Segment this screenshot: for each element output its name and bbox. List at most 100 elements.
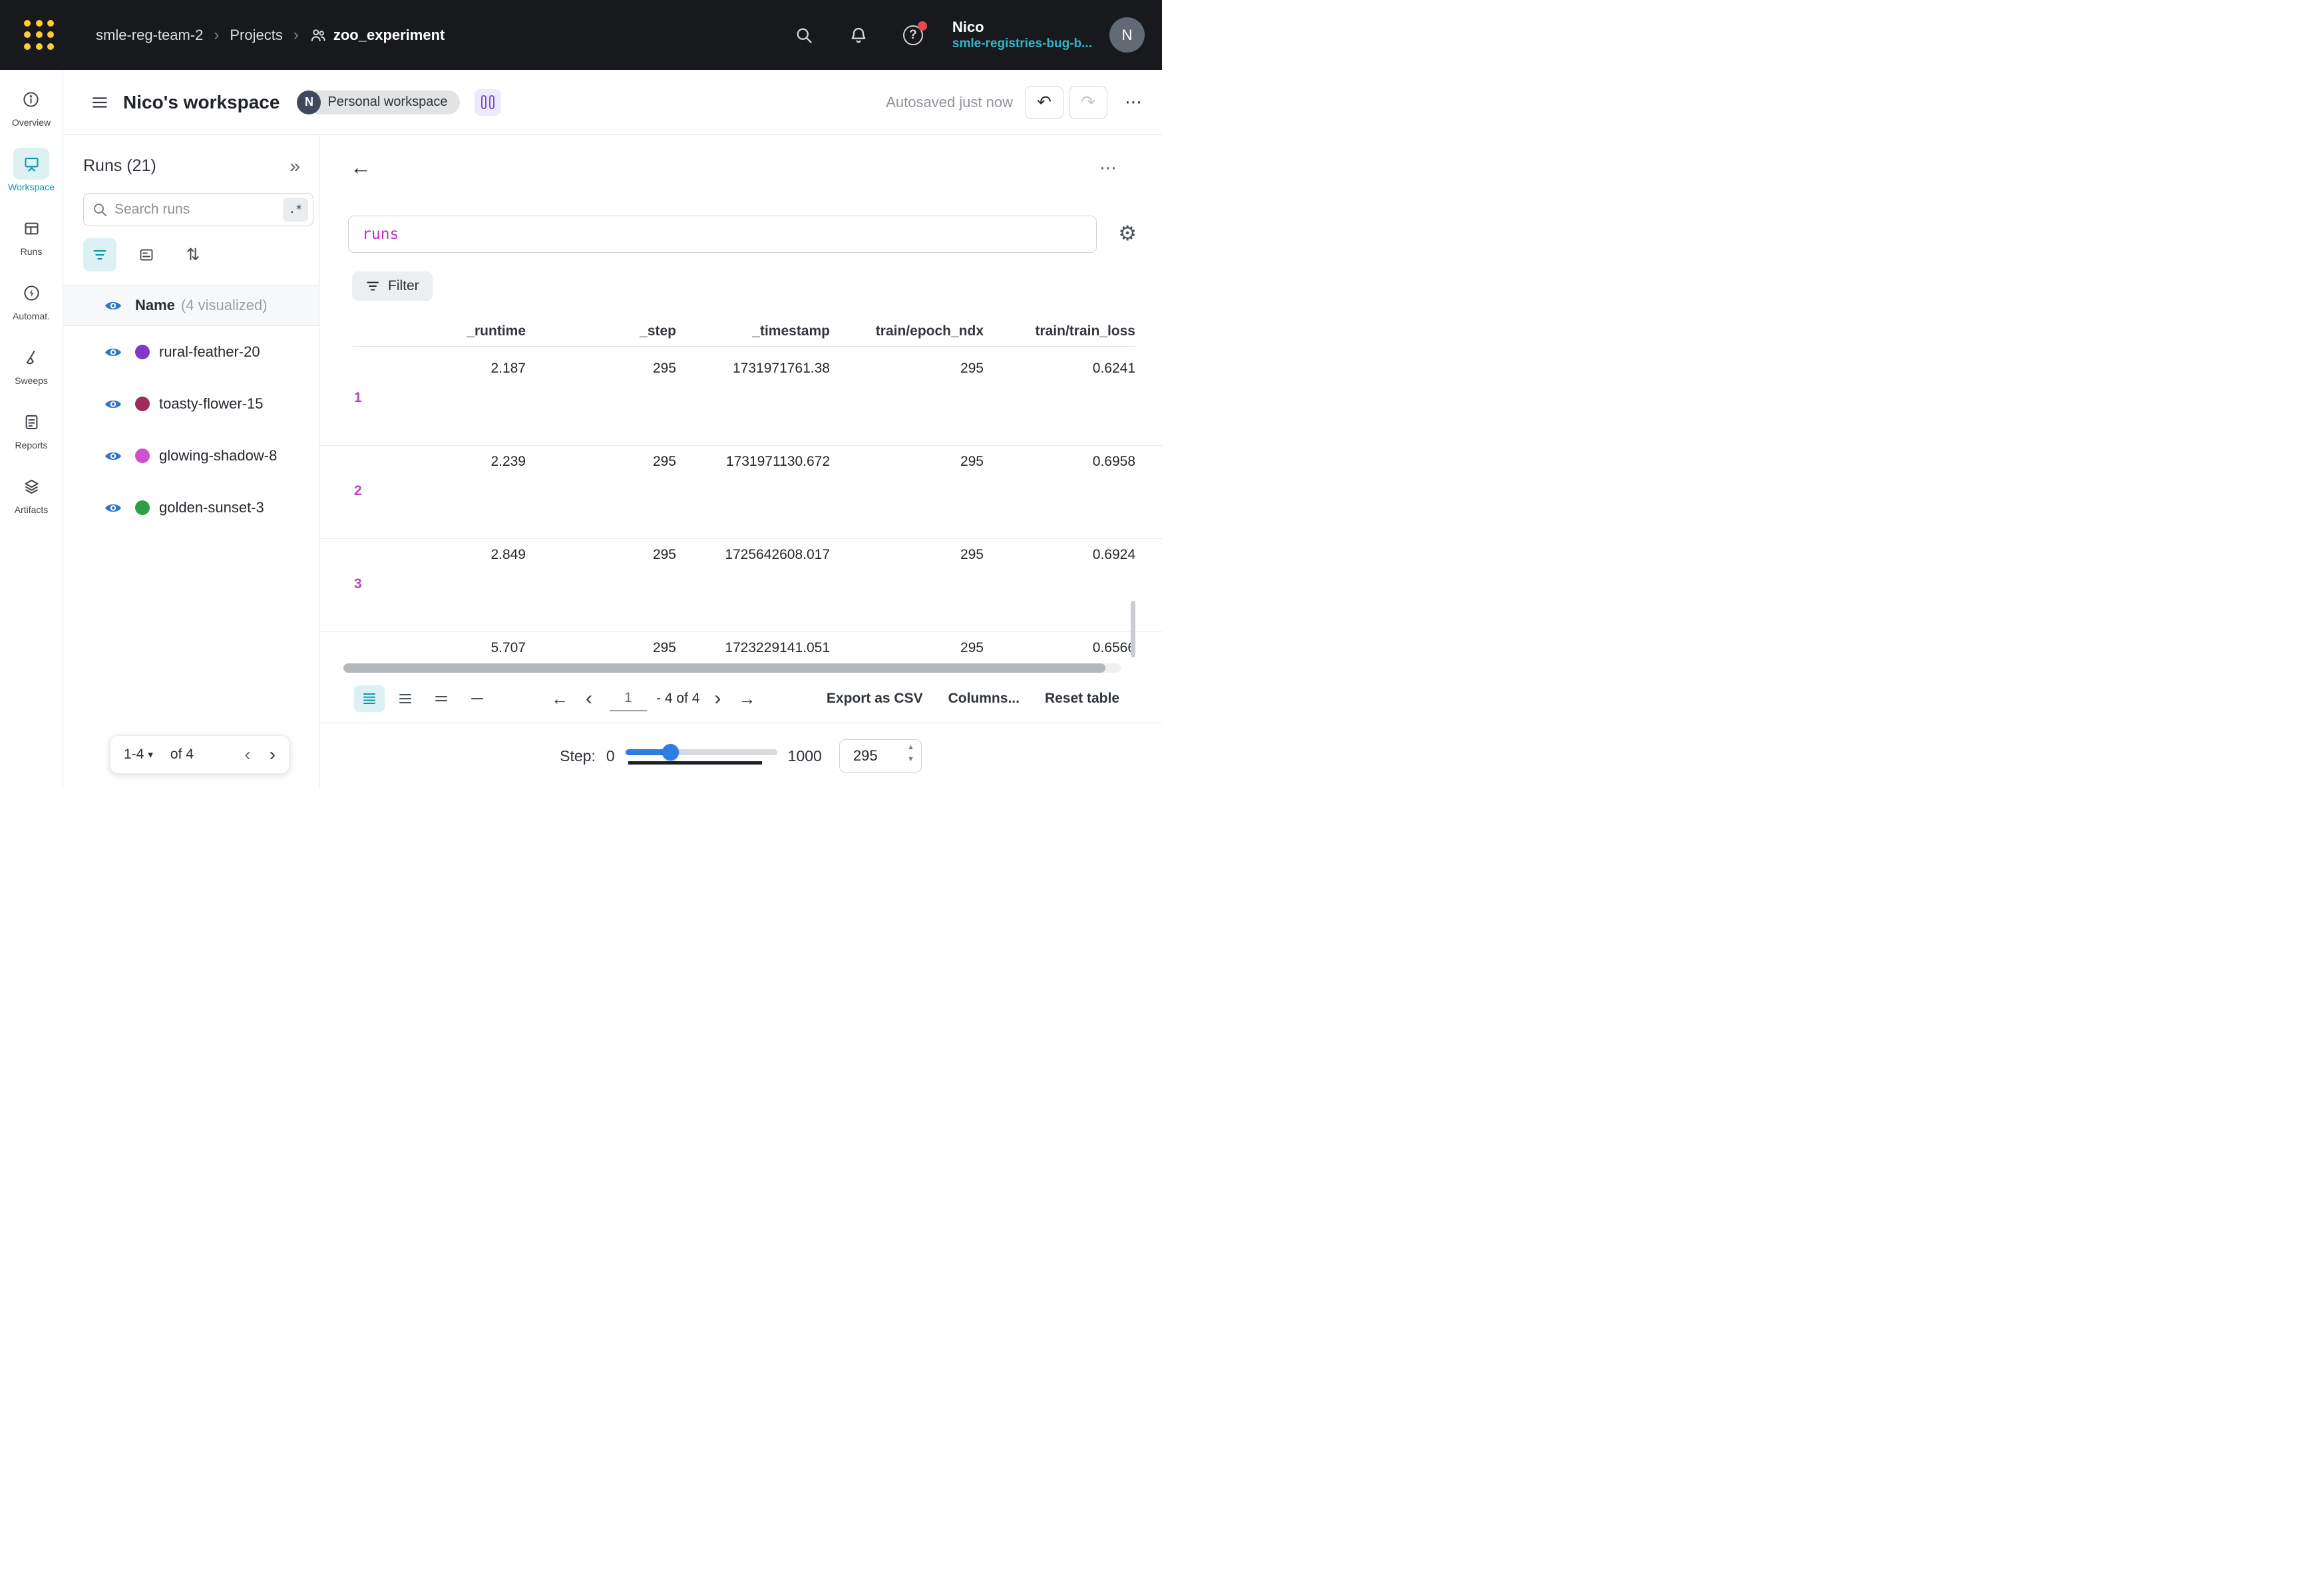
- export-csv-button[interactable]: Export as CSV: [826, 691, 923, 706]
- breadcrumb-projects[interactable]: Projects: [230, 26, 283, 43]
- notifications-bell-icon[interactable]: [843, 20, 874, 51]
- row-height-short-button[interactable]: [426, 685, 457, 712]
- query-expression-input[interactable]: [348, 216, 1097, 253]
- visibility-eye-icon[interactable]: [104, 398, 122, 411]
- rail-item-reports[interactable]: Reports: [13, 406, 49, 450]
- rail-label: Overview: [11, 117, 51, 128]
- slider-track[interactable]: [625, 749, 777, 755]
- runs-column-name[interactable]: Name: [135, 297, 175, 313]
- row-index[interactable]: 3: [354, 576, 362, 592]
- rail-item-workspace[interactable]: Workspace: [8, 148, 55, 192]
- column-header[interactable]: _timestamp: [752, 323, 830, 339]
- run-name[interactable]: rural-feather-20: [159, 343, 260, 360]
- page-size-dropdown[interactable]: 1-4 ▾: [124, 747, 153, 763]
- vertical-scrollbar-thumb[interactable]: [1131, 601, 1135, 657]
- run-list-item[interactable]: golden-sunset-3: [63, 482, 319, 534]
- table-filter-button[interactable]: Filter: [352, 271, 433, 301]
- avatar[interactable]: N: [1109, 17, 1145, 53]
- run-name[interactable]: toasty-flower-15: [159, 395, 264, 412]
- column-header[interactable]: train/train_loss: [1035, 323, 1135, 339]
- row-height-multiline-button[interactable]: [354, 685, 385, 712]
- spinner-up-icon[interactable]: ▲: [906, 743, 914, 751]
- last-page-icon[interactable]: →: [738, 689, 756, 709]
- prev-page-icon[interactable]: ‹: [586, 687, 592, 709]
- run-list-item[interactable]: rural-feather-20: [63, 326, 319, 378]
- breadcrumb-team[interactable]: smle-reg-team-2: [96, 26, 204, 43]
- table-row[interactable]: 2 2.239 295 1731971130.672 295 0.6958: [319, 446, 1162, 539]
- page-number-input[interactable]: 1: [610, 686, 647, 711]
- panel-overflow-menu[interactable]: ⋯: [1099, 158, 1118, 178]
- first-page-icon[interactable]: ←: [551, 689, 568, 709]
- runs-visualized-count: (4 visualized): [180, 297, 268, 313]
- reset-table-button[interactable]: Reset table: [1044, 691, 1119, 706]
- cell-epoch: 295: [960, 454, 984, 469]
- breadcrumb: smle-reg-team-2 › Projects › zoo_experim…: [96, 26, 445, 45]
- cell-step: 295: [652, 454, 676, 469]
- table-row[interactable]: 3 2.849 295 1725642608.017 295 0.6924: [319, 539, 1162, 632]
- step-value-input[interactable]: [839, 747, 893, 765]
- step-spinner: ▲ ▼: [907, 744, 914, 768]
- next-page-icon[interactable]: ›: [269, 744, 276, 765]
- regex-toggle-button[interactable]: .*: [283, 198, 308, 222]
- user-org-link[interactable]: smle-registries-bug-b...: [952, 37, 1092, 51]
- visibility-eye-icon[interactable]: [104, 346, 122, 359]
- cell-timestamp: 1731971761.38: [733, 361, 830, 376]
- run-color-dot: [135, 500, 150, 515]
- slider-knob[interactable]: [662, 744, 679, 761]
- runs-search-input[interactable]: [114, 202, 283, 218]
- row-height-medium-button[interactable]: [390, 685, 421, 712]
- column-header[interactable]: train/epoch_ndx: [875, 323, 984, 339]
- rail-item-overview[interactable]: Overview: [12, 83, 51, 128]
- rail-item-automations[interactable]: Automat.: [13, 277, 50, 321]
- panels-icon[interactable]: [474, 88, 501, 116]
- run-list-item[interactable]: glowing-shadow-8: [63, 430, 319, 482]
- row-height-single-button[interactable]: [462, 685, 492, 712]
- next-page-icon[interactable]: ›: [714, 687, 721, 709]
- rail-label: Artifacts: [14, 504, 49, 515]
- cell-step: 295: [652, 361, 676, 376]
- table-row[interactable]: 4 5.707 295 1723229141.051 295 0.6566: [319, 632, 1162, 661]
- row-index[interactable]: 1: [354, 390, 362, 405]
- horizontal-scrollbar: [343, 663, 1121, 673]
- rail-item-runs[interactable]: Runs: [13, 212, 49, 257]
- step-slider[interactable]: [625, 743, 777, 769]
- run-color-dot: [135, 397, 150, 411]
- column-header[interactable]: _step: [640, 323, 676, 339]
- gear-icon[interactable]: ⚙: [1118, 222, 1137, 245]
- collapse-panel-icon[interactable]: »: [290, 155, 300, 176]
- run-list-item[interactable]: toasty-flower-15: [63, 378, 319, 430]
- help-icon[interactable]: ?: [898, 20, 928, 51]
- undo-button[interactable]: ↶: [1025, 85, 1064, 119]
- column-header[interactable]: _runtime: [467, 323, 526, 339]
- visibility-eye-icon[interactable]: [104, 450, 122, 462]
- runs-table-icon: [13, 212, 49, 244]
- breadcrumb-project[interactable]: zoo_experiment: [333, 26, 445, 43]
- filter-runs-button[interactable]: [83, 238, 116, 271]
- visibility-eye-icon[interactable]: [104, 299, 122, 312]
- run-name[interactable]: golden-sunset-3: [159, 499, 264, 516]
- run-name[interactable]: glowing-shadow-8: [159, 447, 278, 464]
- workspace-overflow-menu[interactable]: ⋯: [1125, 92, 1142, 112]
- horizontal-scrollbar-thumb[interactable]: [343, 663, 1105, 673]
- runs-pagination: 1-4 ▾ of 4 ‹ ›: [110, 735, 290, 774]
- run-display-settings-button[interactable]: [130, 238, 163, 271]
- rail-item-artifacts[interactable]: Artifacts: [13, 470, 49, 515]
- left-rail: Overview Workspace Runs: [0, 70, 63, 788]
- prev-page-icon[interactable]: ‹: [244, 744, 251, 765]
- sort-runs-button[interactable]: ⇅: [176, 238, 210, 271]
- search-icon[interactable]: [789, 20, 819, 51]
- redo-button[interactable]: ↷: [1069, 85, 1107, 119]
- spinner-down-icon[interactable]: ▼: [906, 755, 914, 763]
- visibility-eye-icon[interactable]: [104, 502, 122, 514]
- rail-item-sweeps[interactable]: Sweeps: [13, 341, 49, 386]
- wandb-logo-icon[interactable]: [24, 19, 55, 51]
- rail-label: Runs: [20, 246, 43, 257]
- columns-button[interactable]: Columns...: [948, 691, 1020, 706]
- user-block[interactable]: Nico smle-registries-bug-b...: [952, 18, 1092, 52]
- table-row[interactable]: 1 2.187 295 1731971761.38 295 0.6241: [319, 353, 1162, 446]
- row-index[interactable]: 2: [354, 483, 362, 498]
- workspace-badge-initial: N: [297, 90, 321, 114]
- back-arrow-icon[interactable]: ←: [350, 155, 371, 179]
- menu-hamburger-icon[interactable]: [91, 94, 108, 111]
- cell-runtime: 2.849: [490, 547, 526, 562]
